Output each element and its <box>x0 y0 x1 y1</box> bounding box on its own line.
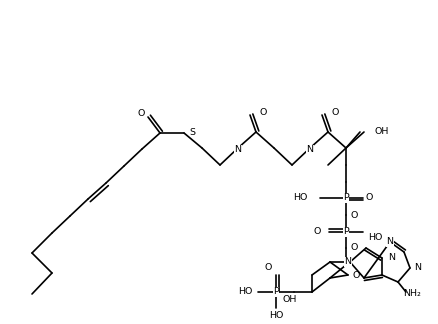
Text: O: O <box>365 193 373 202</box>
Text: P: P <box>343 227 348 237</box>
Text: OH: OH <box>374 128 389 136</box>
Text: P: P <box>272 287 278 296</box>
Text: O: O <box>313 227 320 237</box>
Text: N: N <box>344 258 351 267</box>
Text: N: N <box>413 263 420 272</box>
Text: HO: HO <box>367 233 381 241</box>
Text: N: N <box>306 145 313 155</box>
Text: HO: HO <box>293 193 307 202</box>
Text: N: N <box>387 253 394 262</box>
Text: O: O <box>264 262 272 272</box>
Text: OH: OH <box>282 295 297 305</box>
Text: P: P <box>343 193 348 202</box>
Text: HO: HO <box>238 287 252 296</box>
Text: O: O <box>137 110 145 119</box>
Text: O: O <box>259 109 267 118</box>
Text: O: O <box>350 211 357 219</box>
Text: N: N <box>234 145 241 155</box>
Text: O: O <box>352 271 360 280</box>
Text: HO: HO <box>268 311 283 320</box>
Text: S: S <box>189 129 194 137</box>
Text: N: N <box>385 237 392 247</box>
Text: O: O <box>331 109 339 118</box>
Text: O: O <box>350 244 357 252</box>
Text: NH₂: NH₂ <box>402 290 420 298</box>
